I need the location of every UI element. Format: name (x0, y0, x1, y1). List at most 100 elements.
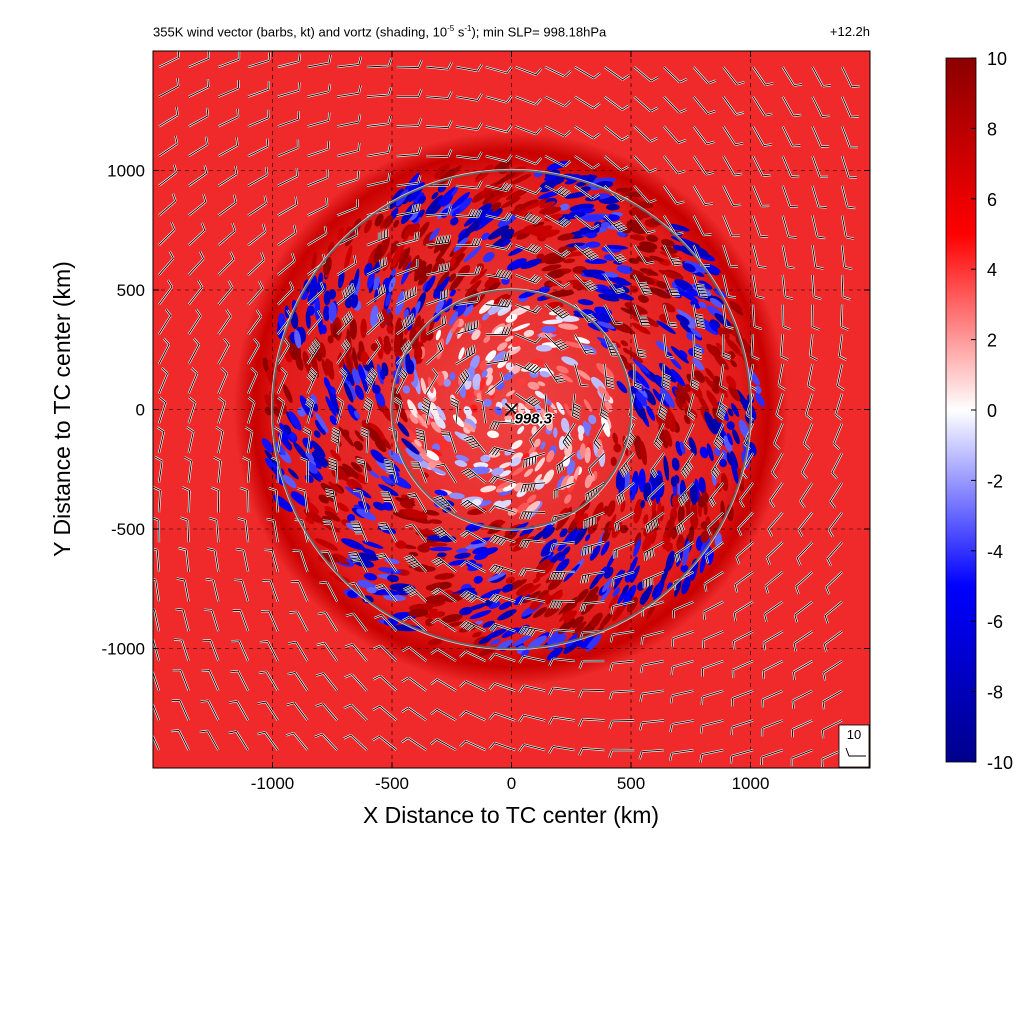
wind-barb (681, 452, 694, 479)
wind-barb (782, 304, 791, 330)
vorticity-patch (325, 396, 337, 417)
wind-barb (604, 215, 628, 232)
wind-barb (188, 251, 205, 276)
vorticity-patch (491, 467, 504, 476)
vorticity-patch (581, 269, 605, 275)
vorticity-patch (714, 447, 721, 457)
wind-barb (180, 517, 190, 543)
wind-barb (831, 452, 843, 479)
wind-barb (519, 568, 546, 577)
vorticity-patch (620, 307, 642, 318)
vorticity-patch (499, 462, 511, 469)
wind-barb (687, 393, 696, 421)
vorticity-patch (564, 191, 589, 199)
wind-barb (574, 66, 601, 79)
vorticity-patch (632, 358, 650, 375)
wind-barb (549, 600, 575, 609)
wind-barb (544, 393, 555, 419)
wind-barb (485, 242, 512, 250)
wind-barb (550, 541, 575, 553)
wind-barb (731, 690, 754, 707)
vorticity-patch (354, 410, 360, 420)
vorticity-patch (341, 429, 350, 438)
vorticity-patch (338, 465, 351, 478)
wind-barb (158, 78, 179, 98)
vorticity-patch (497, 609, 517, 621)
wind-barb (277, 253, 296, 276)
wind-barb (733, 630, 754, 650)
wind-barb (277, 196, 298, 216)
vorticity-patch (370, 449, 385, 464)
vorticity-patch (728, 300, 743, 312)
vorticity-patch (370, 343, 379, 352)
wind-barb (838, 334, 847, 361)
vorticity-patch (590, 612, 603, 627)
x-tick-label: -1000 (251, 774, 294, 793)
vorticity-patch (272, 406, 282, 418)
vorticity-patch (697, 394, 710, 413)
vorticity-patch (434, 163, 450, 179)
wind-barb (182, 486, 191, 513)
wind-barb (600, 393, 609, 420)
y-tick-label: -1000 (102, 640, 145, 659)
wind-barb (722, 96, 745, 115)
wind-barb (426, 315, 447, 335)
vorticity-patch (563, 258, 576, 264)
vorticity-patch (386, 312, 393, 327)
wind-barb (337, 56, 362, 68)
wind-barb (459, 740, 486, 751)
vorticity-patch (324, 505, 338, 516)
vorticity-patch (512, 465, 527, 476)
vorticity-patch (450, 319, 460, 334)
vorticity-patch (357, 579, 372, 589)
vorticity-patch (267, 359, 275, 372)
vorticity-patch (700, 531, 709, 544)
wind-barb (247, 223, 266, 246)
wind-barb (611, 601, 635, 615)
wind-barb (158, 51, 180, 68)
wind-barb (604, 66, 630, 81)
wind-barb (713, 423, 725, 450)
wind-barb (394, 397, 403, 424)
vorticity-patch (539, 201, 556, 209)
wind-barb (519, 511, 546, 520)
wind-barb (574, 155, 600, 169)
wind-barb (654, 423, 665, 450)
vorticity-patch (643, 388, 656, 406)
vorticity-patch (635, 399, 643, 410)
wind-barb (337, 142, 360, 157)
vorticity-patch (671, 493, 680, 510)
wind-barb (693, 96, 716, 115)
vorticity-patch (371, 424, 386, 441)
vorticity-patch (730, 403, 740, 417)
wind-barb (247, 81, 270, 98)
wind-barb (374, 614, 397, 632)
wind-barb (734, 571, 754, 593)
wind-barb (489, 475, 516, 484)
wind-barb (658, 393, 668, 421)
wind-barb (693, 304, 706, 329)
wind-barb (704, 571, 724, 592)
wind-barb (259, 640, 279, 662)
wind-barb (619, 452, 635, 478)
wind-barb (277, 224, 297, 246)
vorticity-patch (671, 457, 680, 471)
colorbar-tick-label: 4 (987, 260, 997, 280)
vorticity-patch (728, 384, 741, 402)
vorticity-patch (311, 458, 322, 470)
vorticity-patch (698, 477, 706, 493)
wind-barb (201, 670, 219, 691)
wind-barb (722, 334, 731, 360)
wind-barb (218, 194, 237, 216)
wind-barb (153, 578, 160, 602)
vorticity-patch (482, 620, 495, 628)
wind-barb (426, 61, 453, 70)
vorticity-patch (629, 285, 639, 293)
vorticity-patch (561, 212, 587, 220)
vorticity-patch (483, 190, 494, 199)
vorticity-patch (430, 467, 447, 475)
wind-barb (425, 368, 438, 394)
vorticity-patch (387, 574, 399, 583)
wind-barb (633, 126, 658, 142)
vorticity-patch (698, 301, 707, 309)
